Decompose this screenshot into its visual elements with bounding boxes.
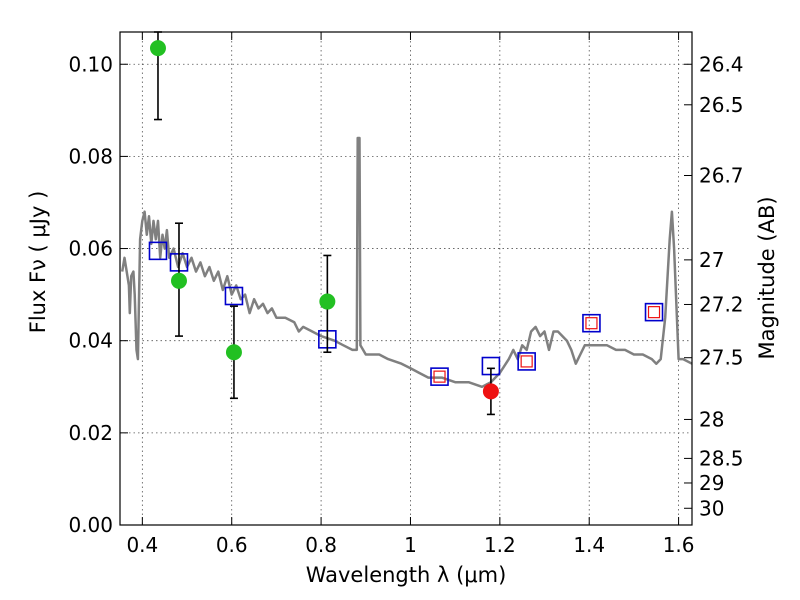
model-square bbox=[148, 241, 168, 261]
red-point bbox=[482, 383, 499, 400]
y2-tick-label: 26.7 bbox=[699, 163, 744, 187]
x-tick-label: 1 bbox=[404, 533, 417, 557]
model-square-inner bbox=[433, 370, 446, 383]
ticks-layer: 0.4 0.6 0.8 1 1.2 1.4 1.6 0.00 0.02 0.04 0.06 0.08 0… bbox=[68, 32, 744, 557]
x-tick-label: 0.4 bbox=[126, 533, 158, 557]
y2-tick-label: 27 bbox=[699, 248, 724, 272]
plot-frame bbox=[119, 31, 693, 526]
green-point bbox=[225, 344, 242, 361]
green-point bbox=[319, 293, 336, 310]
y2-tick-label: 26.4 bbox=[699, 52, 744, 76]
x-tick-label: 0.8 bbox=[305, 533, 337, 557]
x-tick-label: 1.6 bbox=[663, 533, 695, 557]
model-square-inner bbox=[647, 306, 661, 319]
y2-tick-label: 26.5 bbox=[699, 93, 744, 117]
model-square bbox=[582, 313, 601, 333]
spectrum-layer bbox=[120, 136, 693, 389]
y2-tick-label: 28 bbox=[699, 407, 724, 431]
y2-tick-label: 29 bbox=[699, 471, 724, 495]
green-point bbox=[170, 272, 187, 289]
y2-tick-label: 30 bbox=[699, 496, 724, 520]
points-layer bbox=[148, 31, 664, 416]
y-tick-label: 0.04 bbox=[68, 329, 113, 353]
x-axis-title: Wavelength λ (μm) bbox=[306, 563, 507, 587]
grid-layer bbox=[120, 32, 692, 526]
x-tick-label: 1.4 bbox=[573, 533, 605, 557]
spectrum-line bbox=[120, 136, 693, 389]
y2-tick-label: 27.5 bbox=[699, 346, 744, 370]
model-square bbox=[430, 367, 449, 386]
y-tick-label: 0.06 bbox=[68, 237, 113, 261]
y2-tick-label: 27.2 bbox=[699, 292, 744, 316]
y-tick-label: 0.02 bbox=[68, 421, 113, 445]
model-square-inner bbox=[585, 317, 598, 330]
y-tick-label: 0.08 bbox=[68, 144, 113, 168]
x-tick-label: 1.2 bbox=[484, 533, 516, 557]
y2-tick-label: 28.5 bbox=[699, 446, 744, 470]
y-tick-label: 0.00 bbox=[68, 513, 113, 537]
model-square bbox=[644, 302, 664, 322]
model-square bbox=[517, 352, 536, 371]
y-axis-title: Flux Fν ( μJy ) bbox=[26, 191, 50, 334]
green-point bbox=[149, 40, 166, 57]
model-square bbox=[224, 286, 244, 306]
y-tick-label: 0.10 bbox=[68, 52, 113, 76]
y2-axis-title: Magnitude (AB) bbox=[755, 196, 779, 359]
x-tick-label: 0.6 bbox=[216, 533, 248, 557]
model-square-inner bbox=[520, 355, 533, 368]
